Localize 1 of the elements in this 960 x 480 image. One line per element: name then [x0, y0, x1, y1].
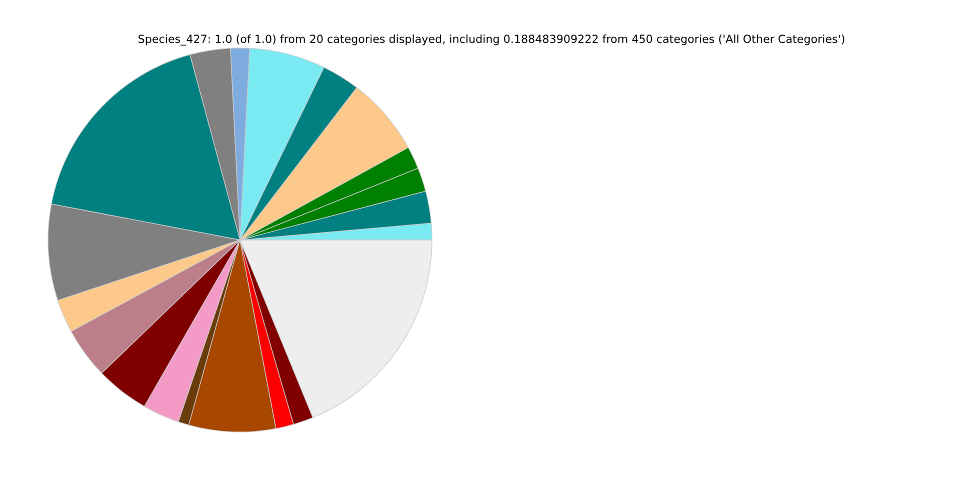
text: Species_427: 1.0 (of 1.0) from 20 categories displayed, including 0.188483909222 from 450 categories ('All Other Categories'): [138, 34, 844, 46]
